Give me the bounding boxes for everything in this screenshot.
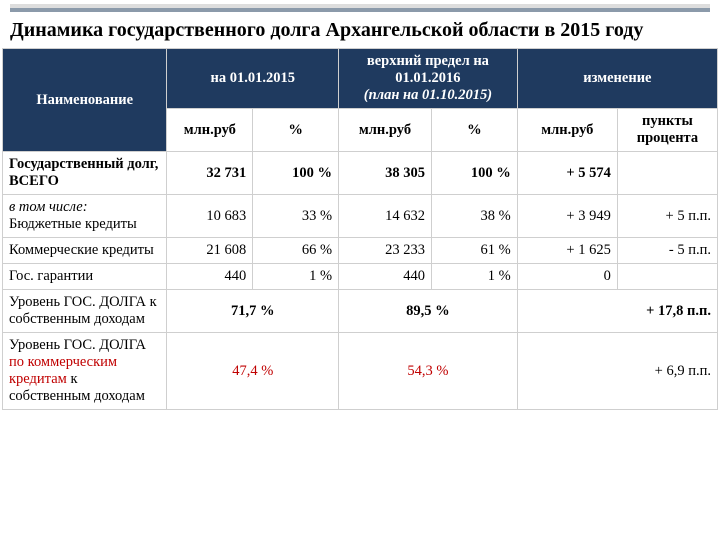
cell: 23 233 xyxy=(339,238,432,264)
table-row: Уровень ГОС. ДОЛГА по коммерческим креди… xyxy=(3,333,718,410)
cell: 32 731 xyxy=(167,152,253,195)
cell: 100 % xyxy=(431,152,517,195)
r: по коммерческим кредитам xyxy=(9,354,117,387)
cell: 1 % xyxy=(253,264,339,290)
cell: - 5 п.п. xyxy=(617,238,717,264)
page-title: Динамика государственного долга Архангел… xyxy=(10,18,710,42)
it: в том числе: xyxy=(9,199,88,215)
th-mln-2: млн.руб xyxy=(339,109,432,152)
table-row: Гос. гарантии 440 1 % 440 1 % 0 xyxy=(3,264,718,290)
cell: + 17,8 п.п. xyxy=(517,290,717,333)
cell: 0 xyxy=(517,264,617,290)
th-2016-b: (план на 01.10.2015) xyxy=(364,87,492,103)
th-pts: пункты процента xyxy=(617,109,717,152)
cell: 66 % xyxy=(253,238,339,264)
cell: 33 % xyxy=(253,195,339,238)
cell: 61 % xyxy=(431,238,517,264)
table-row: Уровень ГОС. ДОЛГА к собственным доходам… xyxy=(3,290,718,333)
cell: + 6,9 п.п. xyxy=(517,333,717,410)
cell xyxy=(617,264,717,290)
th-mln-1: млн.руб xyxy=(167,109,253,152)
th-2016-a: верхний предел на 01.01.2016 xyxy=(367,53,489,86)
cell: 38 305 xyxy=(339,152,432,195)
th-change: изменение xyxy=(517,49,717,109)
th-name: Наименование xyxy=(3,49,167,152)
cell: 14 632 xyxy=(339,195,432,238)
cell: 100 % xyxy=(253,152,339,195)
th-2016: верхний предел на 01.01.2016 (план на 01… xyxy=(339,49,518,109)
header-row-1: Наименование на 01.01.2015 верхний преде… xyxy=(3,49,718,109)
cell xyxy=(617,152,717,195)
cell-name: Уровень ГОС. ДОЛГА к собственным доходам xyxy=(3,290,167,333)
th-pct-2: % xyxy=(431,109,517,152)
th-pct-1: % xyxy=(253,109,339,152)
table-row: Коммерческие кредиты 21 608 66 % 23 233 … xyxy=(3,238,718,264)
cell: + 5 п.п. xyxy=(617,195,717,238)
cell: 21 608 xyxy=(167,238,253,264)
cell: 38 % xyxy=(431,195,517,238)
cell-name: Государственный долг, ВСЕГО xyxy=(3,152,167,195)
cell: 47,4 % xyxy=(167,333,339,410)
cell: + 3 949 xyxy=(517,195,617,238)
cell: 440 xyxy=(339,264,432,290)
cell: + 5 574 xyxy=(517,152,617,195)
table-row: в том числе: Бюджетные кредиты 10 683 33… xyxy=(3,195,718,238)
cell: 1 % xyxy=(431,264,517,290)
cell: 54,3 % xyxy=(339,333,518,410)
th-2015: на 01.01.2015 xyxy=(167,49,339,109)
cell-name: Уровень ГОС. ДОЛГА по коммерческим креди… xyxy=(3,333,167,410)
cell: 89,5 % xyxy=(339,290,518,333)
nm: Бюджетные кредиты xyxy=(9,216,137,232)
cell: 440 xyxy=(167,264,253,290)
cell-name: Гос. гарантии xyxy=(3,264,167,290)
cell-name: Коммерческие кредиты xyxy=(3,238,167,264)
cell: + 1 625 xyxy=(517,238,617,264)
table-row: Государственный долг, ВСЕГО 32 731 100 %… xyxy=(3,152,718,195)
a: Уровень ГОС. ДОЛГА xyxy=(9,337,146,353)
th-mln-3: млн.руб xyxy=(517,109,617,152)
cell: 71,7 % xyxy=(167,290,339,333)
debt-table: Наименование на 01.01.2015 верхний преде… xyxy=(2,48,718,410)
accent-bar xyxy=(10,4,710,12)
cell: 10 683 xyxy=(167,195,253,238)
cell-name: в том числе: Бюджетные кредиты xyxy=(3,195,167,238)
